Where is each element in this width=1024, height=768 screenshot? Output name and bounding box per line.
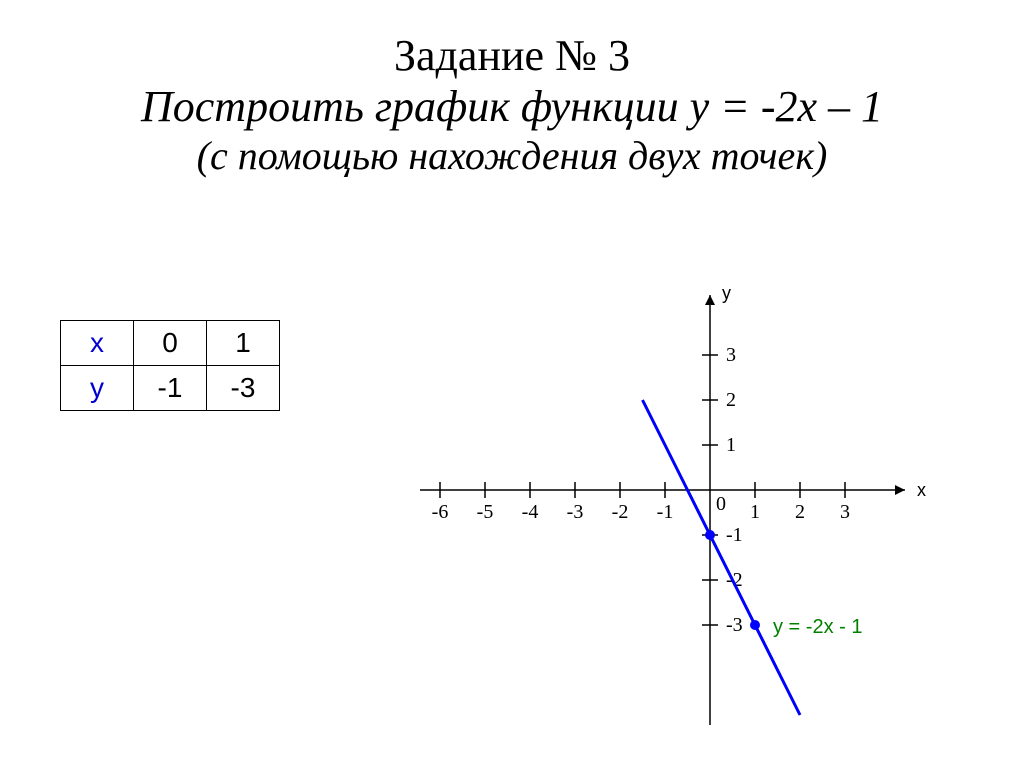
svg-text:1: 1: [726, 434, 736, 456]
title-line1: Задание № 3: [0, 30, 1024, 81]
svg-text:0: 0: [716, 493, 726, 515]
svg-text:-2: -2: [612, 501, 629, 523]
table-row: х 0 1: [61, 321, 280, 366]
svg-text:-1: -1: [726, 524, 743, 546]
svg-text:-3: -3: [567, 501, 584, 523]
svg-text:-1: -1: [657, 501, 674, 523]
table-header-x: х: [61, 321, 134, 366]
table-header-y: у: [61, 366, 134, 411]
title-prefix: Построить график функции: [141, 82, 690, 131]
title-equation: у = -2х – 1: [690, 82, 883, 131]
svg-text:-4: -4: [522, 501, 539, 523]
svg-text:3: 3: [726, 344, 736, 366]
slide: Задание № 3 Построить график функции у =…: [0, 0, 1024, 768]
title-line3: (с помощью нахождения двух точек): [0, 132, 1024, 179]
table-cell: 0: [134, 321, 207, 366]
svg-text:-5: -5: [477, 501, 494, 523]
title-block: Задание № 3 Построить график функции у =…: [0, 0, 1024, 179]
title-line2: Построить график функции у = -2х – 1: [0, 81, 1024, 132]
table-cell: 1: [207, 321, 280, 366]
svg-text:2: 2: [795, 501, 805, 523]
table-cell: -3: [207, 366, 280, 411]
svg-text:-6: -6: [432, 501, 449, 523]
svg-text:х: х: [917, 480, 926, 500]
svg-text:1: 1: [750, 501, 760, 523]
chart: ху0-6-5-4-3-2-1123123-1-2-3у = -2х - 1: [380, 260, 980, 740]
svg-text:2: 2: [726, 389, 736, 411]
svg-text:3: 3: [840, 501, 850, 523]
svg-text:у = -2х - 1: у = -2х - 1: [773, 616, 862, 638]
svg-text:-3: -3: [726, 614, 743, 636]
table-cell: -1: [134, 366, 207, 411]
chart-svg: ху0-6-5-4-3-2-1123123-1-2-3у = -2х - 1: [380, 260, 980, 740]
table-row: у -1 -3: [61, 366, 280, 411]
svg-text:у: у: [722, 283, 731, 303]
data-table: х 0 1 у -1 -3: [60, 320, 280, 411]
